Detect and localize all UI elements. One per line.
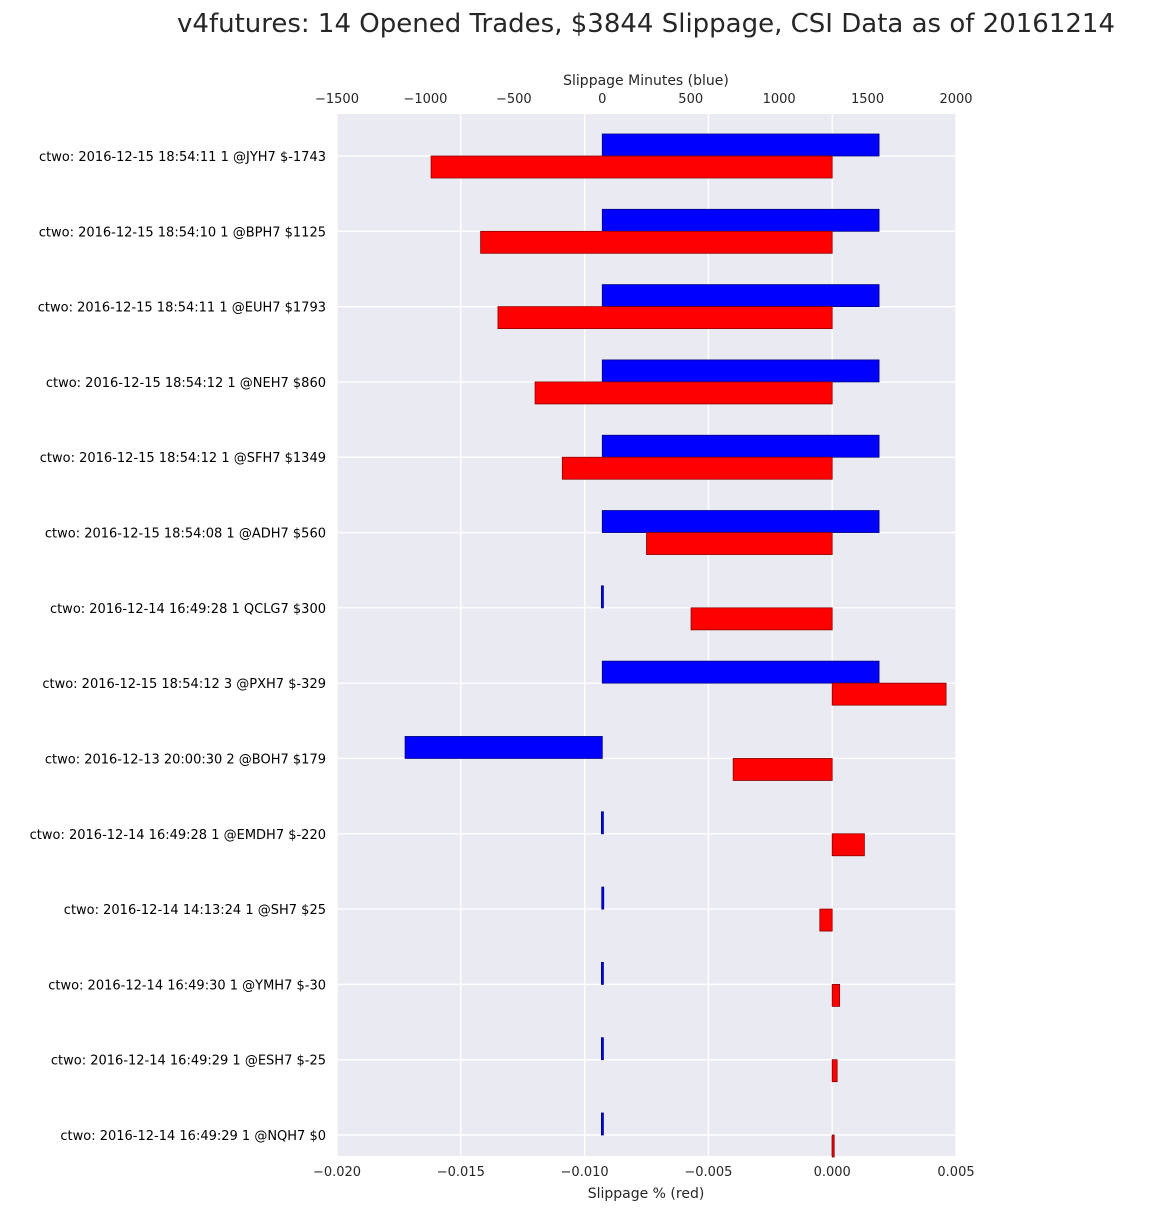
bar-slippage-percent	[831, 983, 841, 1007]
category-label: ctwo: 2016-12-14 16:49:30 1 @YMH7 $-30	[48, 978, 326, 993]
category-label: ctwo: 2016-12-14 16:49:28 1 QCLG7 $300	[50, 602, 326, 617]
x-tick-label-top: 1000	[763, 92, 796, 107]
category-label: ctwo: 2016-12-15 18:54:11 1 @EUH7 $1793	[38, 301, 326, 316]
category-label: ctwo: 2016-12-14 14:13:24 1 @SH7 $25	[64, 903, 326, 918]
x-tick-label-top: −500	[496, 92, 532, 107]
x-tick-label-top: 2000	[939, 92, 972, 107]
chart-title: v4futures: 14 Opened Trades, $3844 Slipp…	[177, 9, 1115, 39]
x-tick-label-top: 500	[678, 92, 703, 107]
bar-slippage-percent	[430, 155, 833, 179]
bar-slippage-percent	[732, 758, 833, 781]
bar-slippage-minutes	[601, 434, 880, 458]
bar-slippage-percent	[831, 682, 947, 706]
category-label: ctwo: 2016-12-15 18:54:12 3 @PXH7 $-329	[42, 677, 326, 692]
bar-slippage-minutes	[601, 1112, 604, 1136]
category-label: ctwo: 2016-12-15 18:54:12 1 @SFH7 $1349	[40, 451, 326, 466]
x-tick-label-bottom: −0.020	[313, 1165, 361, 1180]
category-label: ctwo: 2016-12-15 18:54:11 1 @JYH7 $-1743	[39, 150, 326, 165]
category-label: ctwo: 2016-12-15 18:54:08 1 @ADH7 $560	[45, 527, 326, 542]
x-axis-label-bottom: Slippage % (red)	[588, 1186, 705, 1202]
category-labels: ctwo: 2016-12-15 18:54:11 1 @JYH7 $-1743…	[30, 150, 326, 1144]
bar-slippage-minutes	[404, 736, 603, 759]
x-tick-label-top: −1000	[403, 92, 447, 107]
bar-slippage-minutes	[601, 961, 604, 985]
bar-slippage-minutes	[601, 811, 604, 835]
bar-slippage-percent	[690, 607, 833, 631]
bar-slippage-minutes	[601, 359, 880, 383]
bar-slippage-percent	[831, 1059, 838, 1083]
bar-slippage-percent	[480, 230, 833, 254]
x-tick-label-bottom: 0.005	[937, 1165, 974, 1180]
bar-slippage-minutes	[601, 208, 880, 232]
bars	[404, 133, 947, 1158]
bar-slippage-percent	[831, 833, 865, 857]
bar-slippage-minutes	[601, 886, 605, 910]
bar-slippage-minutes	[601, 660, 880, 684]
x-tick-label-bottom: −0.015	[437, 1165, 485, 1180]
x-axis-label-top: Slippage Minutes (blue)	[563, 73, 729, 89]
x-tick-label-bottom: −0.005	[684, 1165, 732, 1180]
category-label: ctwo: 2016-12-13 20:00:30 2 @BOH7 $179	[45, 752, 326, 767]
bar-slippage-minutes	[601, 1037, 604, 1061]
category-label: ctwo: 2016-12-14 16:49:29 1 @ESH7 $-25	[51, 1054, 326, 1069]
x-tick-label-bottom: 0.000	[814, 1165, 851, 1180]
bar-slippage-percent	[497, 306, 833, 330]
category-label: ctwo: 2016-12-14 16:49:29 1 @NQH7 $0	[60, 1129, 326, 1144]
category-label: ctwo: 2016-12-14 16:49:28 1 @EMDH7 $-220	[30, 828, 326, 843]
bar-slippage-percent	[646, 532, 833, 555]
bar-slippage-percent	[561, 456, 833, 480]
bar-slippage-percent	[819, 908, 833, 932]
bar-slippage-minutes	[601, 284, 880, 308]
bar-slippage-percent	[534, 381, 833, 405]
bar-slippage-minutes	[601, 510, 880, 533]
ticks: −0.020 −0.015 −0.010 −0.005 0.000 0.005 −1500 −…	[313, 92, 975, 1180]
category-label: ctwo: 2016-12-15 18:54:10 1 @BPH7 $1125	[39, 225, 326, 240]
x-tick-label-top: 0	[598, 92, 606, 107]
bar-slippage-percent	[831, 1134, 835, 1158]
category-label: ctwo: 2016-12-15 18:54:12 1 @NEH7 $860	[46, 376, 326, 391]
plot-background	[337, 114, 956, 1156]
x-tick-label-bottom: −0.010	[561, 1165, 609, 1180]
bar-slippage-minutes	[601, 133, 880, 157]
bar-slippage-minutes	[601, 585, 604, 609]
x-tick-label-top: −1500	[315, 92, 359, 107]
x-tick-label-top: 1500	[851, 92, 884, 107]
